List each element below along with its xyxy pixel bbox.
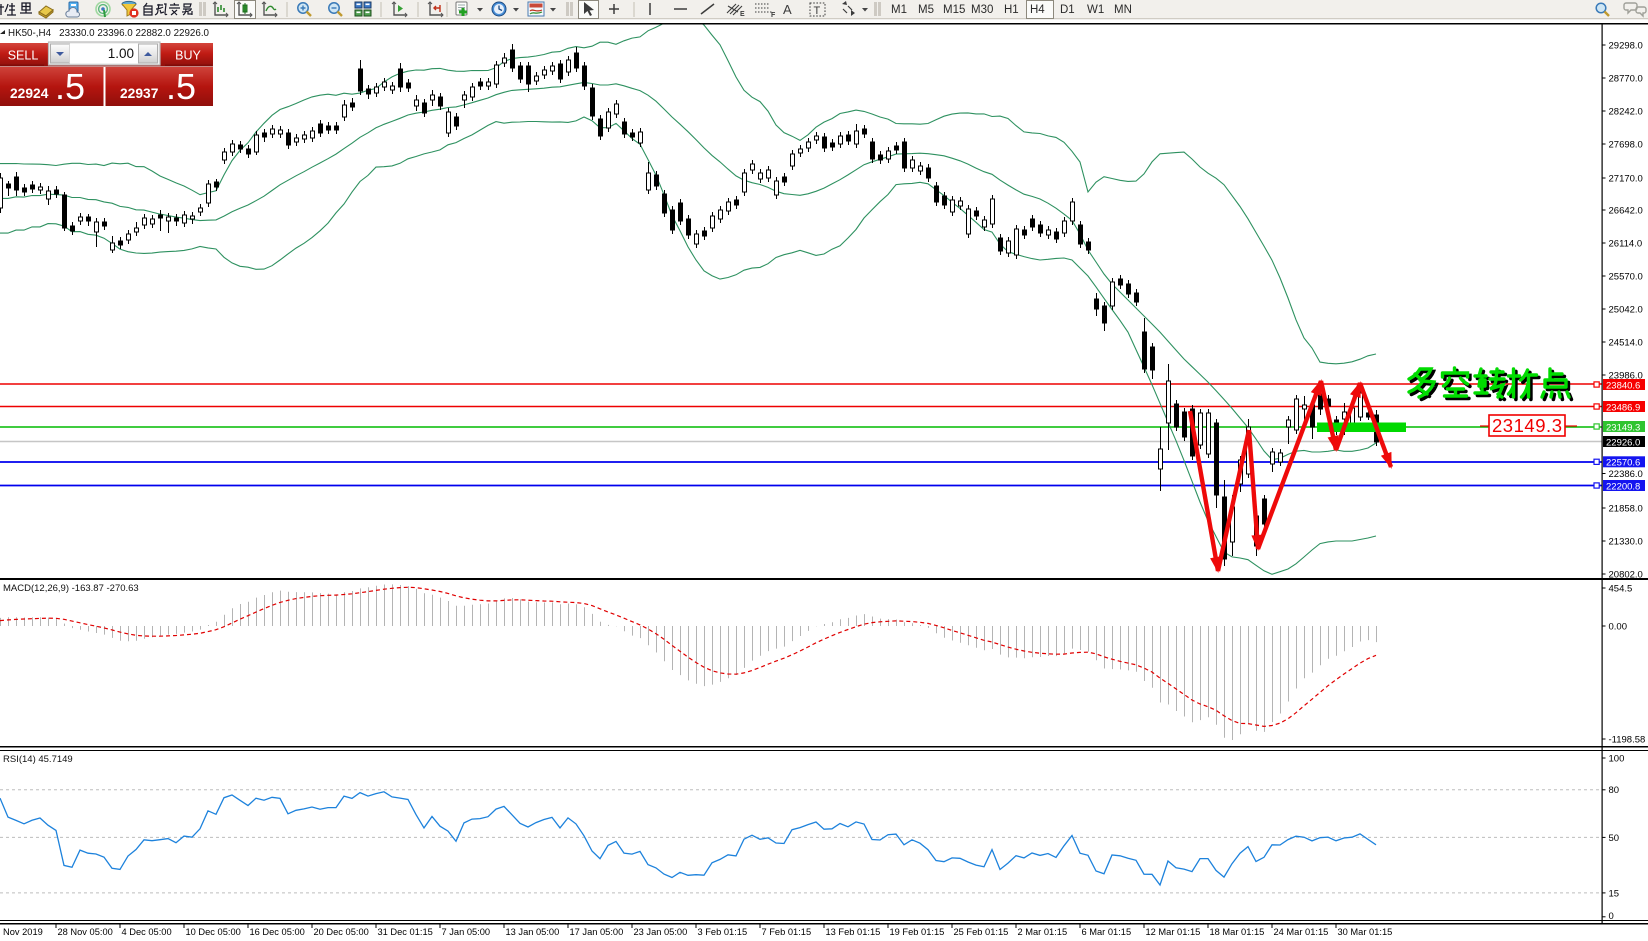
svg-text:29298.0: 29298.0 [1609, 41, 1643, 52]
svg-text:A: A [783, 2, 792, 17]
svg-text:7 Feb 01:15: 7 Feb 01:15 [762, 927, 812, 937]
svg-text:SELL: SELL [8, 49, 39, 63]
svg-text:26642.0: 26642.0 [1609, 206, 1643, 217]
svg-text:H4: H4 [1030, 4, 1045, 16]
svg-text:23986.0: 23986.0 [1609, 371, 1643, 382]
svg-text:80: 80 [1609, 785, 1620, 796]
svg-text:21330.0: 21330.0 [1609, 537, 1643, 548]
svg-text:M15: M15 [943, 4, 965, 16]
svg-text:13 Feb 01:15: 13 Feb 01:15 [826, 927, 881, 937]
svg-text:25570.0: 25570.0 [1609, 272, 1643, 283]
svg-text:E: E [740, 11, 745, 18]
svg-text:BUY: BUY [175, 49, 201, 63]
svg-text:15: 15 [1609, 888, 1620, 899]
svg-text:7 Jan 05:00: 7 Jan 05:00 [442, 927, 491, 937]
svg-text:22924: 22924 [10, 86, 49, 101]
svg-text:MACD(12,26,9) -163.87 -270.63: MACD(12,26,9) -163.87 -270.63 [3, 583, 139, 594]
svg-text:D1: D1 [1060, 4, 1075, 16]
svg-text:0.00: 0.00 [1609, 622, 1628, 633]
svg-text:24 Mar 01:15: 24 Mar 01:15 [1274, 927, 1329, 937]
svg-text:22926.0: 22926.0 [1606, 437, 1640, 448]
svg-text:1.00: 1.00 [108, 46, 134, 61]
svg-text:21858.0: 21858.0 [1609, 504, 1643, 515]
svg-text:.5: .5 [55, 66, 85, 107]
svg-text:F: F [771, 12, 776, 19]
svg-text:13 Jan 05:00: 13 Jan 05:00 [506, 927, 560, 937]
svg-text:22570.6: 22570.6 [1606, 458, 1640, 469]
svg-text:T: T [814, 5, 821, 17]
svg-text:24514.0: 24514.0 [1609, 338, 1643, 349]
svg-text:23840.6: 23840.6 [1606, 380, 1640, 391]
svg-text:M30: M30 [971, 4, 993, 16]
svg-text:28242.0: 28242.0 [1609, 107, 1643, 118]
svg-text:23 Jan 05:00: 23 Jan 05:00 [634, 927, 688, 937]
svg-text:M5: M5 [918, 4, 934, 16]
svg-text:16 Dec 05:00: 16 Dec 05:00 [250, 927, 305, 937]
svg-text:27170.0: 27170.0 [1609, 174, 1643, 185]
svg-text:12 Mar 01:15: 12 Mar 01:15 [1146, 927, 1201, 937]
svg-text:18 Mar 01:15: 18 Mar 01:15 [1210, 927, 1265, 937]
svg-text:22386.0: 22386.0 [1609, 469, 1643, 480]
svg-text:4 Dec 05:00: 4 Dec 05:00 [122, 927, 172, 937]
svg-text:27698.0: 27698.0 [1609, 140, 1643, 151]
svg-text:28 Nov 05:00: 28 Nov 05:00 [58, 927, 113, 937]
svg-text:17 Jan 05:00: 17 Jan 05:00 [570, 927, 624, 937]
svg-text:25042.0: 25042.0 [1609, 305, 1643, 316]
svg-text:23149.3: 23149.3 [1606, 422, 1640, 433]
svg-text:100: 100 [1609, 754, 1625, 765]
svg-text:30 Mar 01:15: 30 Mar 01:15 [1338, 927, 1393, 937]
svg-text:26114.0: 26114.0 [1609, 239, 1643, 250]
svg-text:MN: MN [1114, 4, 1132, 16]
svg-text:W1: W1 [1087, 4, 1104, 16]
svg-text:10 Dec 05:00: 10 Dec 05:00 [186, 927, 241, 937]
svg-text:RSI(14) 45.7149: RSI(14) 45.7149 [3, 754, 73, 765]
svg-text:22200.8: 22200.8 [1606, 481, 1640, 492]
svg-text:23149.3: 23149.3 [1492, 415, 1562, 436]
svg-text:454.5: 454.5 [1609, 584, 1633, 595]
svg-text:2 Mar 01:15: 2 Mar 01:15 [1018, 927, 1068, 937]
svg-text:31 Dec 01:15: 31 Dec 01:15 [378, 927, 433, 937]
svg-text:H1: H1 [1004, 4, 1019, 16]
svg-text:25 Feb 01:15: 25 Feb 01:15 [954, 927, 1009, 937]
svg-text:HK50-,H4 23330.0 23396.0 228: HK50-,H4 23330.0 23396.0 22882.0 22926.0 [8, 28, 210, 39]
svg-text:20802.0: 20802.0 [1609, 570, 1643, 581]
svg-text:3 Feb 01:15: 3 Feb 01:15 [698, 927, 748, 937]
svg-text:Nov 2019: Nov 2019 [3, 927, 43, 937]
svg-text:19 Feb 01:15: 19 Feb 01:15 [890, 927, 945, 937]
svg-text:22937: 22937 [120, 86, 159, 101]
svg-text:23486.9: 23486.9 [1606, 402, 1640, 413]
svg-text:.5: .5 [166, 66, 196, 107]
svg-text:M1: M1 [891, 4, 907, 16]
svg-text:28770.0: 28770.0 [1609, 74, 1643, 85]
svg-text:6 Mar 01:15: 6 Mar 01:15 [1082, 927, 1132, 937]
svg-text:-1198.58: -1198.58 [1609, 735, 1646, 746]
svg-text:50: 50 [1609, 833, 1620, 844]
svg-text:20 Dec 05:00: 20 Dec 05:00 [314, 927, 369, 937]
svg-text:0: 0 [1609, 911, 1614, 922]
